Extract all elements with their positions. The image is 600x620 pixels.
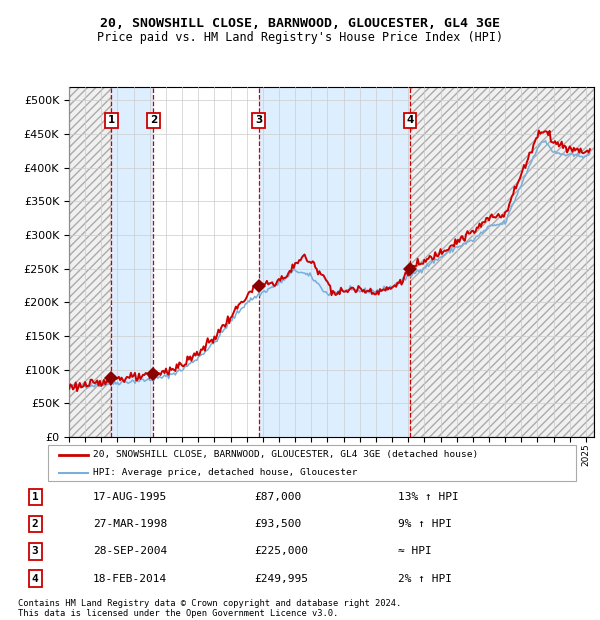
Text: HPI: Average price, detached house, Gloucester: HPI: Average price, detached house, Glou… [93,468,358,477]
Text: ≈ HPI: ≈ HPI [398,546,431,556]
Bar [112,87,154,437]
Bar [410,87,594,437]
Text: Price paid vs. HM Land Registry's House Price Index (HPI): Price paid vs. HM Land Registry's House … [97,31,503,43]
Text: 20, SNOWSHILL CLOSE, BARNWOOD, GLOUCESTER, GL4 3GE (detached house): 20, SNOWSHILL CLOSE, BARNWOOD, GLOUCESTE… [93,450,478,459]
Text: £87,000: £87,000 [254,492,301,502]
Text: 18-FEB-2014: 18-FEB-2014 [92,574,167,583]
Text: 2% ↑ HPI: 2% ↑ HPI [398,574,452,583]
Text: 4: 4 [32,574,38,583]
Text: This data is licensed under the Open Government Licence v3.0.: This data is licensed under the Open Gov… [18,609,338,618]
Bar [259,87,410,437]
Text: £93,500: £93,500 [254,520,301,529]
Text: 17-AUG-1995: 17-AUG-1995 [92,492,167,502]
Text: 13% ↑ HPI: 13% ↑ HPI [398,492,458,502]
Text: 1: 1 [32,492,38,502]
Text: 2: 2 [150,115,157,125]
Text: Contains HM Land Registry data © Crown copyright and database right 2024.: Contains HM Land Registry data © Crown c… [18,600,401,608]
Text: 28-SEP-2004: 28-SEP-2004 [92,546,167,556]
Text: 3: 3 [255,115,262,125]
Text: 4: 4 [406,115,414,125]
Bar [154,87,259,437]
Text: 2: 2 [32,520,38,529]
Text: 20, SNOWSHILL CLOSE, BARNWOOD, GLOUCESTER, GL4 3GE: 20, SNOWSHILL CLOSE, BARNWOOD, GLOUCESTE… [100,17,500,30]
Text: £249,995: £249,995 [254,574,308,583]
Text: £225,000: £225,000 [254,546,308,556]
FancyBboxPatch shape [48,445,576,480]
Text: 27-MAR-1998: 27-MAR-1998 [92,520,167,529]
Bar [69,87,112,437]
Text: 3: 3 [32,546,38,556]
Text: 1: 1 [107,115,115,125]
Text: 9% ↑ HPI: 9% ↑ HPI [398,520,452,529]
